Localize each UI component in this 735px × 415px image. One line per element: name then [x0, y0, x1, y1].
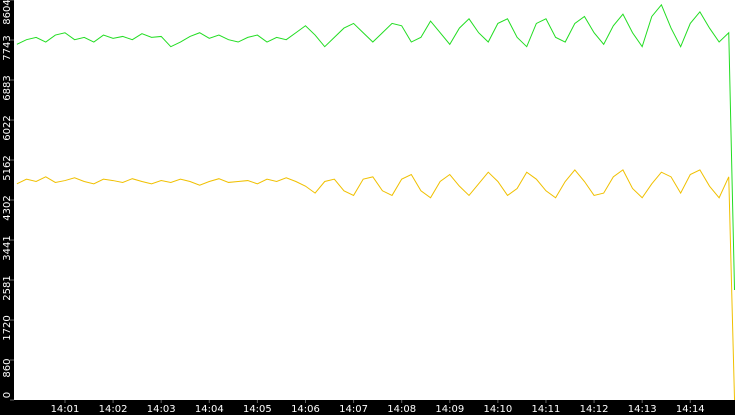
- x-tick-label: 14:01: [51, 404, 80, 415]
- y-tick-label: 0: [2, 392, 13, 398]
- x-tick-label: 14:08: [387, 404, 416, 415]
- y-tick-label: 2581: [2, 275, 13, 300]
- x-tick-label: 14:13: [628, 404, 657, 415]
- y-tick-label: 860: [2, 358, 13, 377]
- y-tick-label: 3441: [2, 235, 13, 260]
- x-tick-label: 14:02: [99, 404, 128, 415]
- x-tick-label: 14:06: [291, 404, 320, 415]
- series-line: [16, 3, 735, 291]
- x-tick-label: 14:07: [339, 404, 368, 415]
- x-tick-label: 14:12: [580, 404, 609, 415]
- x-tick-label: 14:10: [483, 404, 512, 415]
- y-tick-label: 8604: [2, 0, 13, 25]
- y-tick-label: 7743: [2, 35, 13, 60]
- y-tick-label: 4302: [2, 195, 13, 220]
- y-tick-label: 6883: [2, 75, 13, 100]
- y-tick-label: 6022: [2, 115, 13, 140]
- x-tick-label: 14:03: [147, 404, 176, 415]
- y-tick-label: 1720: [2, 315, 13, 340]
- x-tick-label: 14:09: [435, 404, 464, 415]
- x-axis-band: [0, 400, 735, 415]
- x-tick-label: 14:11: [532, 404, 561, 415]
- x-tick-label: 14:05: [243, 404, 272, 415]
- x-tick-label: 14:04: [195, 404, 224, 415]
- y-axis-band: [0, 0, 14, 415]
- series-line: [16, 169, 735, 401]
- x-tick-label: 14:14: [676, 404, 705, 415]
- y-tick-label: 5162: [2, 155, 13, 180]
